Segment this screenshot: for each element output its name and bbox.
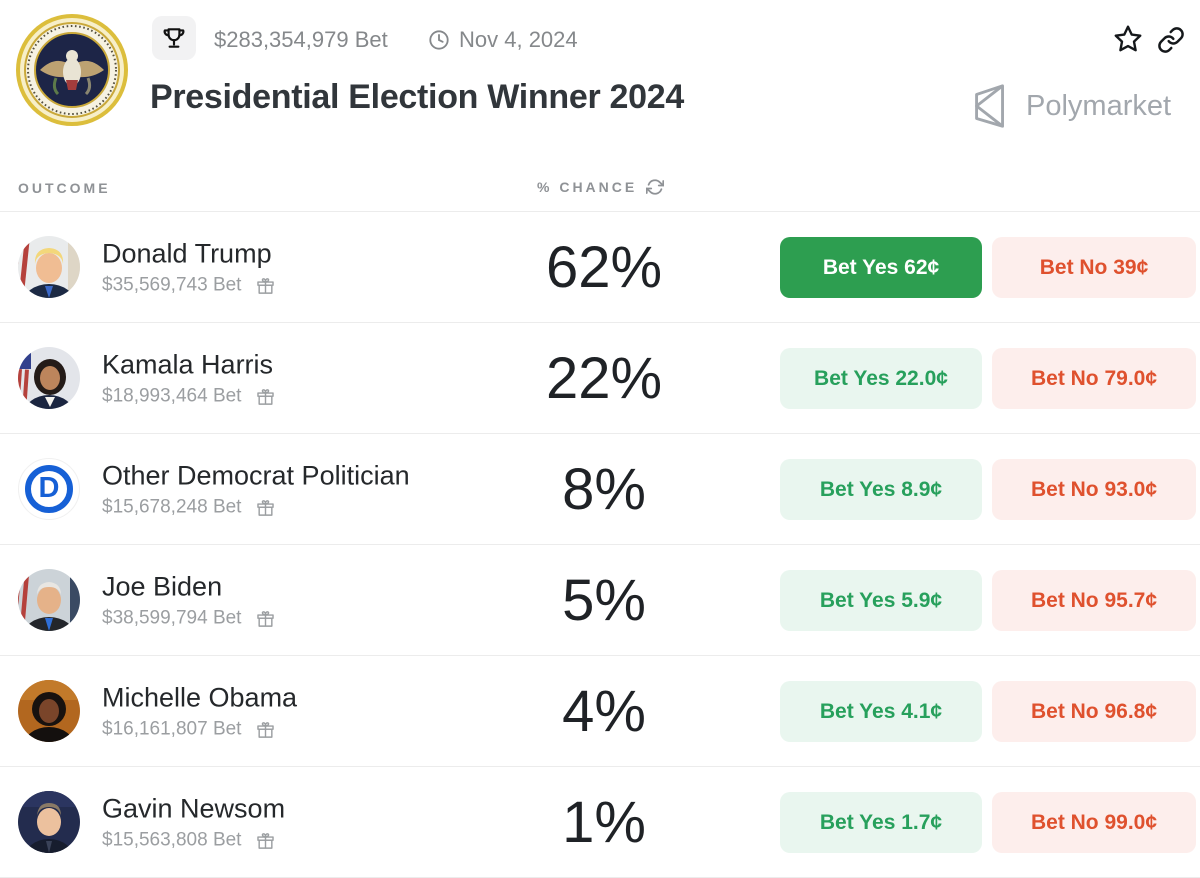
refresh-icon [646,179,665,195]
outcome-row: Gavin Newsom $15,563,808 Bet 1% Bet Yes … [0,767,1200,878]
outcome-bet-volume: $18,993,464 Bet [102,385,242,407]
outcome-info: Michelle Obama $16,161,807 Bet [102,682,297,741]
gift-icon [257,277,275,294]
bet-no-button[interactable]: Bet No 79.0¢ [992,348,1196,409]
outcome-bet-volume: $15,678,248 Bet [102,496,242,518]
copy-link-button[interactable] [1157,24,1189,56]
gift-icon [257,721,275,738]
avatar-joe-biden [18,569,80,631]
bet-yes-button[interactable]: Bet Yes 4.1¢ [780,681,982,742]
outcome-name: Michelle Obama [102,682,298,713]
outcome-chance: 4% [562,678,646,744]
outcome-chance: 5% [562,567,646,633]
chance-column-header: % CHANCE [537,178,665,196]
outcome-row: Donald Trump $35,569,743 Bet 62% Bet Yes… [0,212,1200,323]
total-bet-volume: $283,354,979 Bet [214,27,388,52]
star-icon [1114,25,1142,52]
outcome-chance: 62% [545,234,663,300]
gift-icon [257,388,275,405]
bet-yes-button[interactable]: Bet Yes 22.0¢ [780,348,982,409]
outcome-bet-volume: $38,599,794 Bet [102,607,242,629]
outcome-row: Kamala Harris $18,993,464 Bet 22% Bet Ye… [0,323,1200,434]
clock-icon [428,29,450,51]
democrat-ring: D [25,465,73,513]
avatar-michelle-obama [18,680,80,742]
bet-yes-button[interactable]: Bet Yes 5.9¢ [780,570,982,631]
bet-yes-button[interactable]: Bet Yes 62¢ [780,237,982,298]
market-title: Presidential Election Winner 2024 [150,78,684,116]
outcome-name: Gavin Newsom [102,793,286,824]
outcome-chance: 8% [562,456,646,522]
favorite-star-button[interactable] [1112,22,1146,56]
outcome-bet-volume: $35,569,743 Bet [102,274,242,296]
avatar-gavin-newsom [18,791,80,853]
bet-no-button[interactable]: Bet No 99.0¢ [992,792,1196,853]
gift-icon [257,610,275,627]
outcome-bet-volume: $15,563,808 Bet [102,829,242,851]
outcome-name: Kamala Harris [102,349,274,380]
outcome-info: Kamala Harris $18,993,464 Bet [102,349,275,408]
polymarket-mark-icon [975,84,1004,128]
democrat-d-letter: D [38,471,60,504]
avatar-kamala-harris [18,347,80,409]
outcome-name: Other Democrat Politician [102,460,410,491]
outcome-info: Gavin Newsom $15,563,808 Bet [102,793,285,852]
outcome-row: Joe Biden $38,599,794 Bet 5% Bet Yes 5.9… [0,545,1200,656]
bet-no-button[interactable]: Bet No 39¢ [992,237,1196,298]
trophy-badge [152,16,196,60]
outcome-info: Joe Biden $38,599,794 Bet [102,571,275,630]
avatar-donald-trump [18,236,80,298]
outcome-bet-volume: $16,161,807 Bet [102,718,242,740]
outcome-chance: 22% [545,345,663,411]
avatar-democrat-logo: D [18,458,80,520]
market-end-date: Nov 4, 2024 [459,27,578,52]
outcome-row: D Other Democrat Politician $15,678,248 … [0,434,1200,545]
refresh-odds-button[interactable] [646,178,665,196]
outcome-name: Donald Trump [102,238,272,269]
polymarket-wordmark: Polymarket [1026,89,1172,122]
outcome-row: Michelle Obama $16,161,807 Bet 4% Bet Ye… [0,656,1200,767]
outcome-column-header: OUTCOME [18,180,111,196]
bet-yes-button[interactable]: Bet Yes 1.7¢ [780,792,982,853]
chance-header-label: % CHANCE [537,179,638,195]
outcome-info: Other Democrat Politician $15,678,248 Be… [102,460,410,519]
market-image-presidential-seal [16,14,128,126]
bet-yes-button[interactable]: Bet Yes 8.9¢ [780,459,982,520]
trophy-icon [163,28,185,48]
bet-no-button[interactable]: Bet No 96.8¢ [992,681,1196,742]
outcome-info: Donald Trump $35,569,743 Bet [102,238,275,297]
market-header: $283,354,979 Bet Nov 4, 2024 Presidentia… [0,0,1200,212]
bet-no-button[interactable]: Bet No 93.0¢ [992,459,1196,520]
outcome-chance: 1% [562,789,646,855]
outcome-name: Joe Biden [102,571,223,602]
gift-icon [257,499,275,516]
bet-no-button[interactable]: Bet No 95.7¢ [992,570,1196,631]
link-icon [1158,27,1184,53]
polymarket-logo[interactable]: Polymarket [966,80,1171,132]
gift-icon [257,832,275,849]
